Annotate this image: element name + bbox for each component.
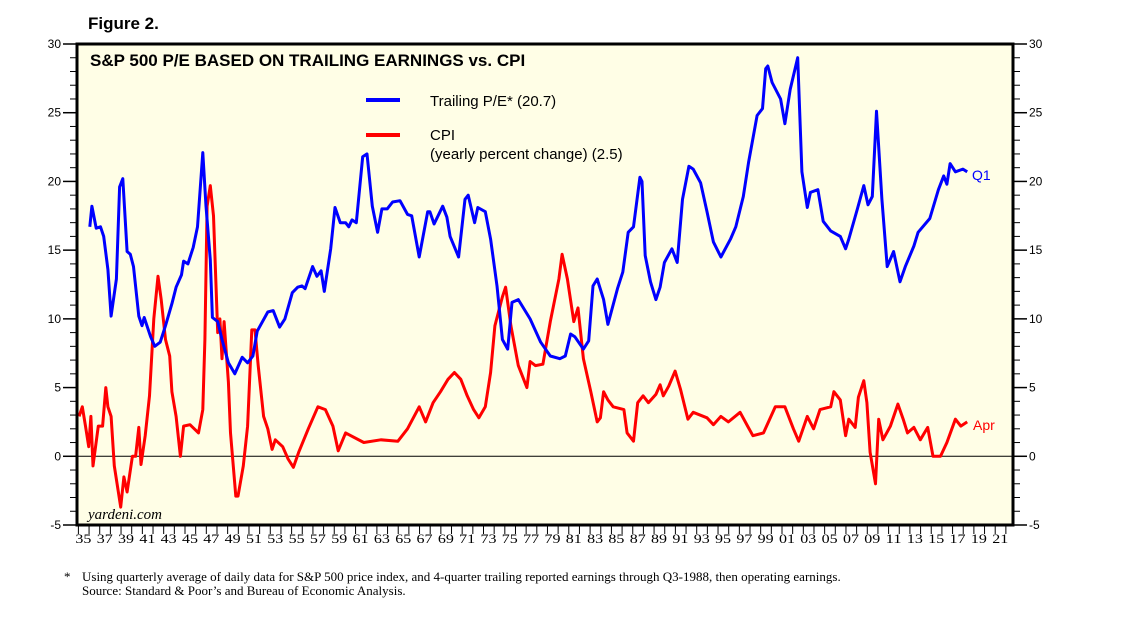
series-line-pe	[88, 56, 968, 376]
x-tick-label: 59	[331, 531, 347, 546]
x-tick-label: 37	[97, 531, 114, 546]
x-tick-label: 19	[971, 531, 987, 546]
y-tick-label-right: 5	[1029, 381, 1036, 395]
x-tick-label: 39	[118, 531, 134, 546]
y-tick-label-right: 10	[1029, 312, 1043, 326]
footnote-line-1: * Using quarterly average of daily data f…	[64, 569, 841, 585]
legend-label-pe: Trailing P/E* (20.7)	[430, 93, 556, 110]
y-tick-label-left: 20	[48, 174, 62, 188]
footnote-text: Using quarterly average of daily data fo…	[82, 569, 841, 584]
plot-border	[75, 42, 1015, 527]
y-tick-label-right: 25	[1029, 106, 1043, 120]
x-tick-label: 83	[587, 531, 603, 546]
figure-label: Figure 2.	[88, 14, 159, 33]
x-tick-label: 67	[417, 531, 434, 546]
x-tick-label: 47	[203, 531, 220, 546]
y-tick-label-left: 15	[48, 243, 62, 257]
x-tick-label: 65	[395, 531, 411, 546]
x-tick-label: 21	[992, 531, 1008, 546]
x-tick-label: 15	[928, 531, 944, 546]
x-tick-label: 49	[225, 531, 241, 546]
x-tick-label: 05	[822, 531, 838, 546]
watermark: yardeni.com	[86, 507, 162, 523]
y-tick-label-right: 0	[1029, 449, 1036, 463]
x-tick-label: 85	[608, 531, 624, 546]
x-tick-label: 91	[672, 531, 688, 546]
end-label-pe: Q1	[972, 167, 991, 183]
source-text: Source: Standard & Poor’s and Bureau of …	[82, 583, 406, 598]
x-tick-label: 77	[523, 531, 540, 546]
y-tick-label-left: 10	[48, 312, 62, 326]
x-tick-label: 17	[950, 531, 967, 546]
x-tick-label: 35	[75, 531, 91, 546]
x-tick-label: 41	[139, 531, 155, 546]
x-tick-label: 11	[886, 531, 902, 546]
x-tick-label: 95	[715, 531, 731, 546]
x-tick-label: 09	[864, 531, 880, 546]
x-tick-label: 97	[736, 531, 753, 546]
x-tick-label: 57	[310, 531, 327, 546]
x-tick-label: 93	[694, 531, 710, 546]
series-line-cpi	[77, 184, 969, 509]
x-tick-label: 89	[651, 531, 667, 546]
footnote-marker: *	[64, 569, 71, 584]
x-tick-label: 75	[502, 531, 518, 546]
x-tick-label: 69	[438, 531, 454, 546]
x-tick-label: 61	[353, 531, 369, 546]
legend-label-cpi: CPI	[430, 127, 455, 144]
x-tick-label: 45	[182, 531, 198, 546]
x-tick-label: 79	[544, 531, 560, 546]
x-tick-label: 71	[459, 531, 475, 546]
x-tick-label: 13	[907, 531, 923, 546]
x-tick-label: 03	[800, 531, 816, 546]
x-tick-label: 63	[374, 531, 390, 546]
x-tick-label: 53	[267, 531, 283, 546]
x-tick-label: 07	[843, 531, 860, 546]
y-tick-label-right: 30	[1029, 37, 1043, 51]
x-tick-label: 99	[758, 531, 774, 546]
x-tick-label: 73	[480, 531, 496, 546]
y-tick-label-right: -5	[1029, 518, 1040, 532]
legend-label-cpi-sub: (yearly percent change) (2.5)	[430, 146, 623, 163]
x-tick-label: 55	[289, 531, 305, 546]
x-tick-label: 01	[779, 531, 795, 546]
end-label-cpi: Apr	[973, 417, 995, 433]
x-tick-label: 81	[566, 531, 582, 546]
y-tick-label-right: 15	[1029, 243, 1043, 257]
y-tick-label-left: 5	[54, 381, 61, 395]
y-tick-label-left: -5	[50, 518, 61, 532]
y-tick-label-left: 25	[48, 106, 62, 120]
x-tick-label: 87	[630, 531, 647, 546]
x-tick-label: 43	[161, 531, 177, 546]
y-tick-label-left: 0	[54, 449, 61, 463]
y-tick-label-right: 20	[1029, 174, 1043, 188]
chart-title: S&P 500 P/E BASED ON TRAILING EARNINGS v…	[90, 51, 525, 70]
x-tick-label: 51	[246, 531, 262, 546]
footnote-line-2: Source: Standard & Poor’s and Bureau of …	[64, 583, 406, 599]
y-tick-label-left: 30	[48, 37, 62, 51]
